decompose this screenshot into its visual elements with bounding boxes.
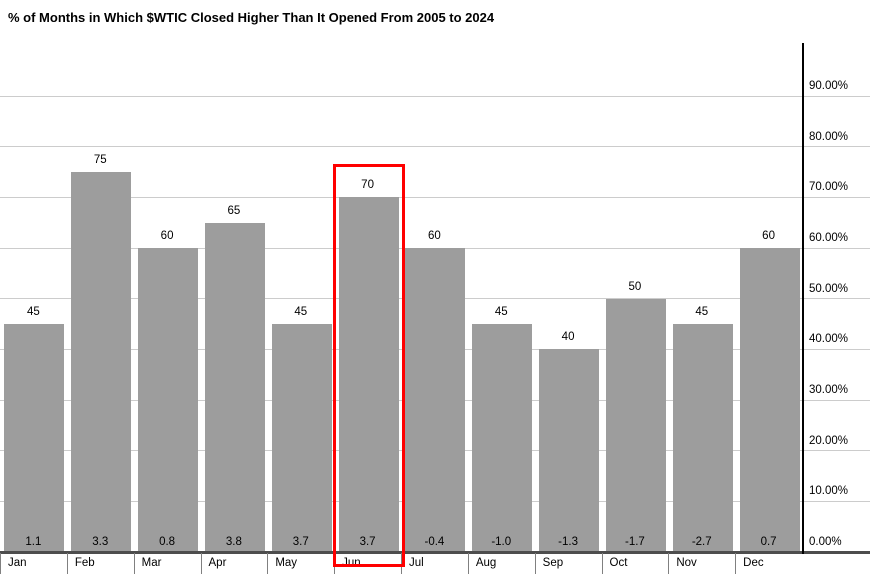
bar-value-label: 40 [561,331,575,344]
gridline [0,95,870,97]
bar-value-label: 60 [160,230,174,242]
bar-base-label: 3.7 [292,536,309,548]
x-axis-month-label: Feb [74,557,95,569]
x-axis-month-label: Oct [609,557,628,569]
bar-jan [4,324,65,552]
y-axis-tick-label: 80.00% [809,130,849,143]
x-axis-month-label: Nov [676,557,697,569]
x-axis-month-label: Dec [743,557,764,569]
x-axis-month-label: Sep [542,557,564,569]
y-axis-tick-label: 60.00% [809,232,849,244]
bar-value-label: 45 [695,306,709,318]
x-axis-tick [735,553,737,574]
bar-base-label: 0.8 [159,536,176,548]
y-axis-tick-label: 0.00% [809,536,842,548]
bar-base-label: 0.7 [760,536,777,548]
bar-value-label: 75 [93,154,107,166]
bar-base-label: 1.1 [25,536,42,548]
bar-mar [138,248,199,552]
chart-title: % of Months in Which $WTIC Closed Higher… [8,10,495,25]
bar-value-label: 70 [361,179,374,192]
bar-base-label: -1.0 [491,536,512,548]
x-axis-tick [0,553,1,574]
y-axis-line [802,43,804,554]
bar-base-label: 3.7 [359,536,376,548]
x-axis-month-label: May [275,557,298,569]
bar-value-label: 50 [628,280,642,293]
bar-may [271,324,332,552]
x-axis-month-label: Aug [475,557,497,569]
bar-nov [672,324,733,552]
gridline [0,146,870,148]
y-axis-tick-label: 50.00% [809,282,849,295]
x-axis-tick [200,553,202,574]
bar-apr [204,222,265,552]
gridline [0,196,870,198]
bar-value-label: 45 [27,306,40,318]
bar-base-label: 3.8 [225,536,242,548]
bar-base-label: -0.4 [424,536,445,548]
y-axis-tick-label: 20.00% [809,434,849,447]
bar-value-label: 60 [762,230,775,242]
y-axis-tick-label: 30.00% [809,384,849,396]
x-axis-tick [601,553,603,574]
y-axis-tick-label: 40.00% [809,333,849,346]
bar-value-label: 60 [428,230,441,242]
bar-value-label: 45 [294,306,308,318]
bar-dec [739,248,800,552]
bar-jun [338,197,399,552]
x-axis-tick [66,553,68,574]
bar-value-label: 65 [227,204,241,217]
y-axis-tick-label: 70.00% [809,181,849,194]
bar-feb [71,172,132,552]
bar-base-label: -2.7 [691,536,712,548]
bar-value-label: 45 [494,306,508,318]
highlight-box [333,164,405,567]
x-axis-tick [401,553,402,574]
x-axis-month-label: Apr [208,557,227,569]
y-axis-tick-label: 10.00% [809,485,849,498]
x-axis-tick [467,553,469,574]
y-axis-tick-label: 90.00% [809,80,849,92]
x-axis-tick [133,553,135,574]
bar-aug [472,324,533,552]
x-axis-tick [267,553,269,574]
x-axis-month-label: Mar [141,557,162,569]
bar-jul [405,248,466,552]
x-axis-month-label: Jan [8,557,27,569]
bar-base-label: 3.3 [92,536,109,548]
x-axis-line [0,551,870,554]
x-axis-tick [534,553,536,574]
bar-base-label: -1.7 [625,536,645,548]
x-axis-tick [668,553,670,574]
bar-base-label: -1.3 [558,536,578,548]
bar-sep [539,349,600,552]
x-axis-month-label: Jul [409,557,424,569]
bar-oct [605,298,666,552]
